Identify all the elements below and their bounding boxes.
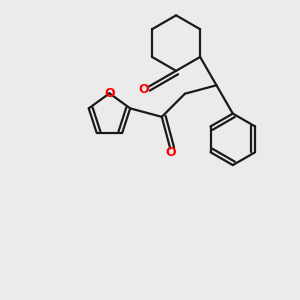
- Text: O: O: [104, 87, 115, 100]
- Text: O: O: [139, 83, 149, 96]
- Text: O: O: [165, 146, 175, 159]
